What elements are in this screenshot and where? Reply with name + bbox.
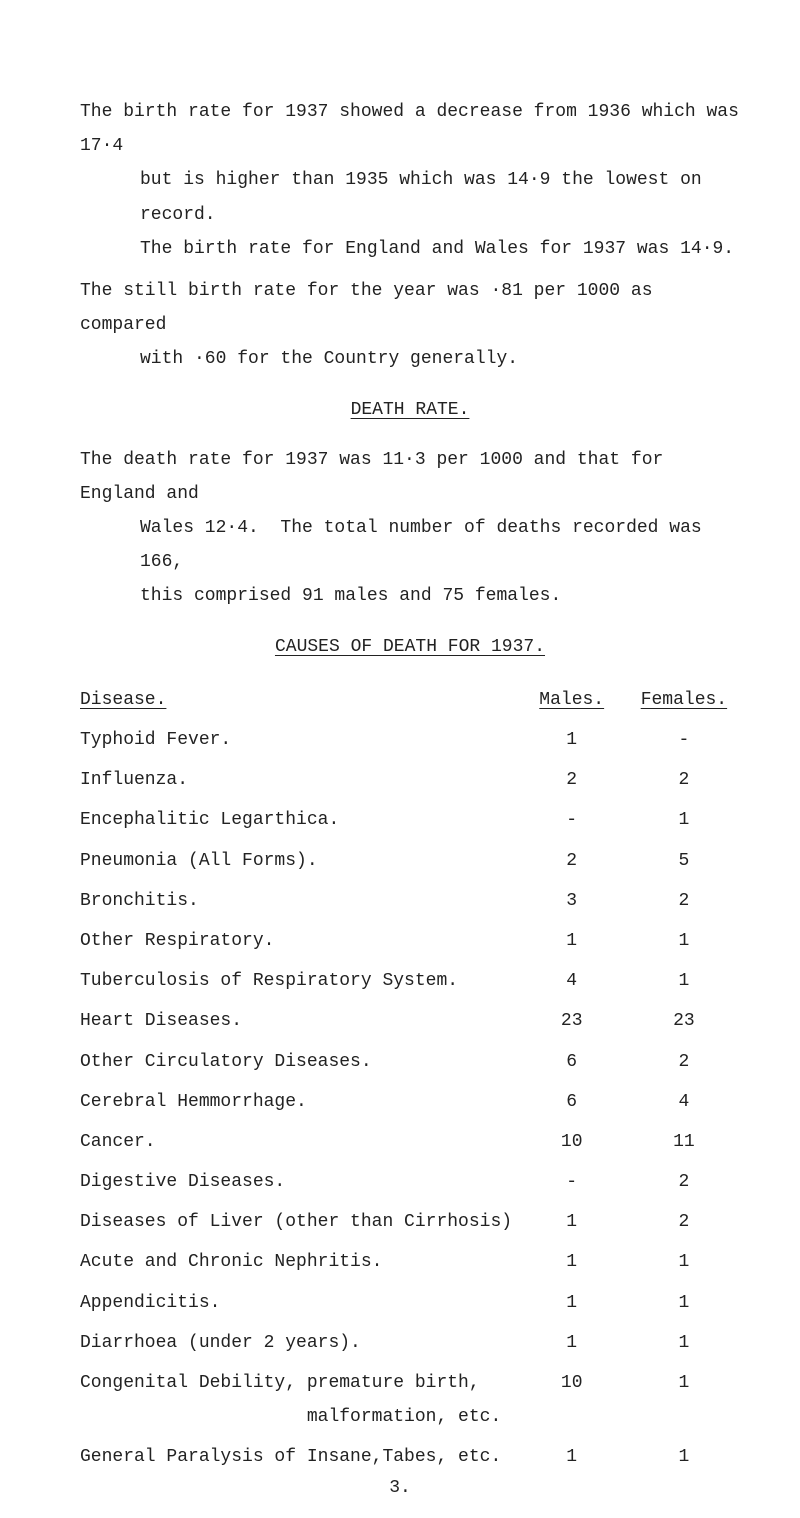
- cell-females: 1: [628, 961, 740, 1001]
- cell-females: 1: [628, 1242, 740, 1282]
- cell-males: 3: [516, 881, 628, 921]
- cell-males: 1: [516, 921, 628, 961]
- cell-females: 4: [628, 1082, 740, 1122]
- cell-females: 2: [628, 881, 740, 921]
- table-row: Typhoid Fever.1-: [80, 720, 740, 760]
- section-heading: DEATH RATE.: [80, 393, 740, 427]
- paragraph-line: The death rate for 1937 was 11·3 per 100…: [80, 443, 740, 511]
- cell-disease: Bronchitis.: [80, 881, 516, 921]
- table-row: Cancer.1011: [80, 1122, 740, 1162]
- cell-disease: Congenital Debility, premature birth, ma…: [80, 1363, 516, 1437]
- cell-disease: Diarrhoea (under 2 years).: [80, 1323, 516, 1363]
- paragraph-line: with ·60 for the Country generally.: [80, 342, 740, 376]
- table-row: Influenza.22: [80, 760, 740, 800]
- cell-females: 1: [628, 800, 740, 840]
- cell-males: 1: [516, 1323, 628, 1363]
- cell-females: 1: [628, 1363, 740, 1437]
- causes-table: Disease. Males. Females. Typhoid Fever.1…: [80, 680, 740, 1478]
- cell-males: 6: [516, 1042, 628, 1082]
- cell-disease: General Paralysis of Insane,Tabes, etc.: [80, 1437, 516, 1477]
- cell-disease: Other Respiratory.: [80, 921, 516, 961]
- table-row: Acute and Chronic Nephritis.11: [80, 1242, 740, 1282]
- paragraph-line: The still birth rate for the year was ·8…: [80, 274, 740, 342]
- cell-disease: Cancer.: [80, 1122, 516, 1162]
- cell-males: 4: [516, 961, 628, 1001]
- table-row: Appendicitis.11: [80, 1283, 740, 1323]
- cell-males: 2: [516, 760, 628, 800]
- cell-males: 2: [516, 841, 628, 881]
- table-row: Pneumonia (All Forms).25: [80, 841, 740, 881]
- cell-males: 23: [516, 1001, 628, 1041]
- cell-disease: Tuberculosis of Respiratory System.: [80, 961, 516, 1001]
- table-row: Cerebral Hemmorrhage.64: [80, 1082, 740, 1122]
- cell-disease: Encephalitic Legarthica.: [80, 800, 516, 840]
- cell-females: 2: [628, 1202, 740, 1242]
- table-row: Congenital Debility, premature birth, ma…: [80, 1363, 740, 1437]
- cell-disease: Typhoid Fever.: [80, 720, 516, 760]
- cell-disease: Digestive Diseases.: [80, 1162, 516, 1202]
- cell-males: 1: [516, 720, 628, 760]
- cell-males: 1: [516, 1202, 628, 1242]
- cell-females: -: [628, 720, 740, 760]
- header-text: Males.: [539, 690, 604, 710]
- cell-disease: Cerebral Hemmorrhage.: [80, 1082, 516, 1122]
- table-row: Heart Diseases.2323: [80, 1001, 740, 1041]
- table-header-row: Disease. Males. Females.: [80, 680, 740, 720]
- cell-females: 1: [628, 1437, 740, 1477]
- cell-disease: Influenza.: [80, 760, 516, 800]
- cell-females: 2: [628, 760, 740, 800]
- heading-text: CAUSES OF DEATH FOR 1937.: [275, 637, 545, 657]
- cell-disease: Pneumonia (All Forms).: [80, 841, 516, 881]
- cell-females: 1: [628, 1283, 740, 1323]
- paragraph-line: this comprised 91 males and 75 females.: [80, 579, 740, 613]
- cell-males: 1: [516, 1283, 628, 1323]
- table-row: Digestive Diseases.-2: [80, 1162, 740, 1202]
- cell-males: 1: [516, 1242, 628, 1282]
- page-number: 3.: [389, 1471, 411, 1505]
- section-heading: CAUSES OF DEATH FOR 1937.: [80, 630, 740, 664]
- table-row: Other Respiratory.11: [80, 921, 740, 961]
- cell-disease: Appendicitis.: [80, 1283, 516, 1323]
- col-header-disease: Disease.: [80, 680, 516, 720]
- cell-males: 1: [516, 1437, 628, 1477]
- table-row: Bronchitis.32: [80, 881, 740, 921]
- cell-males: 10: [516, 1363, 628, 1437]
- cell-disease: Heart Diseases.: [80, 1001, 516, 1041]
- cell-disease: Other Circulatory Diseases.: [80, 1042, 516, 1082]
- cell-disease: Acute and Chronic Nephritis.: [80, 1242, 516, 1282]
- table-row: Diseases of Liver (other than Cirrhosis)…: [80, 1202, 740, 1242]
- header-text: Females.: [641, 690, 727, 710]
- table-row: Encephalitic Legarthica.-1: [80, 800, 740, 840]
- paragraph-line: Wales 12·4. The total number of deaths r…: [80, 511, 740, 579]
- header-text: Disease.: [80, 690, 166, 710]
- cell-females: 2: [628, 1162, 740, 1202]
- cell-males: 10: [516, 1122, 628, 1162]
- spacer: [80, 266, 740, 274]
- table-row: Tuberculosis of Respiratory System.41: [80, 961, 740, 1001]
- table-row: Other Circulatory Diseases.62: [80, 1042, 740, 1082]
- document-page: The birth rate for 1937 showed a decreas…: [0, 0, 800, 1518]
- cell-females: 1: [628, 1323, 740, 1363]
- paragraph-line: The birth rate for England and Wales for…: [80, 232, 740, 266]
- col-header-females: Females.: [628, 680, 740, 720]
- paragraph-line: but is higher than 1935 which was 14·9 t…: [80, 163, 740, 231]
- heading-text: DEATH RATE.: [351, 400, 470, 420]
- cell-females: 11: [628, 1122, 740, 1162]
- col-header-males: Males.: [516, 680, 628, 720]
- cell-females: 1: [628, 921, 740, 961]
- cell-males: -: [516, 1162, 628, 1202]
- cell-females: 23: [628, 1001, 740, 1041]
- cell-males: 6: [516, 1082, 628, 1122]
- cell-females: 5: [628, 841, 740, 881]
- cell-males: -: [516, 800, 628, 840]
- cell-disease: Diseases of Liver (other than Cirrhosis): [80, 1202, 516, 1242]
- cell-females: 2: [628, 1042, 740, 1082]
- table-row: Diarrhoea (under 2 years).11: [80, 1323, 740, 1363]
- paragraph-line: The birth rate for 1937 showed a decreas…: [80, 95, 740, 163]
